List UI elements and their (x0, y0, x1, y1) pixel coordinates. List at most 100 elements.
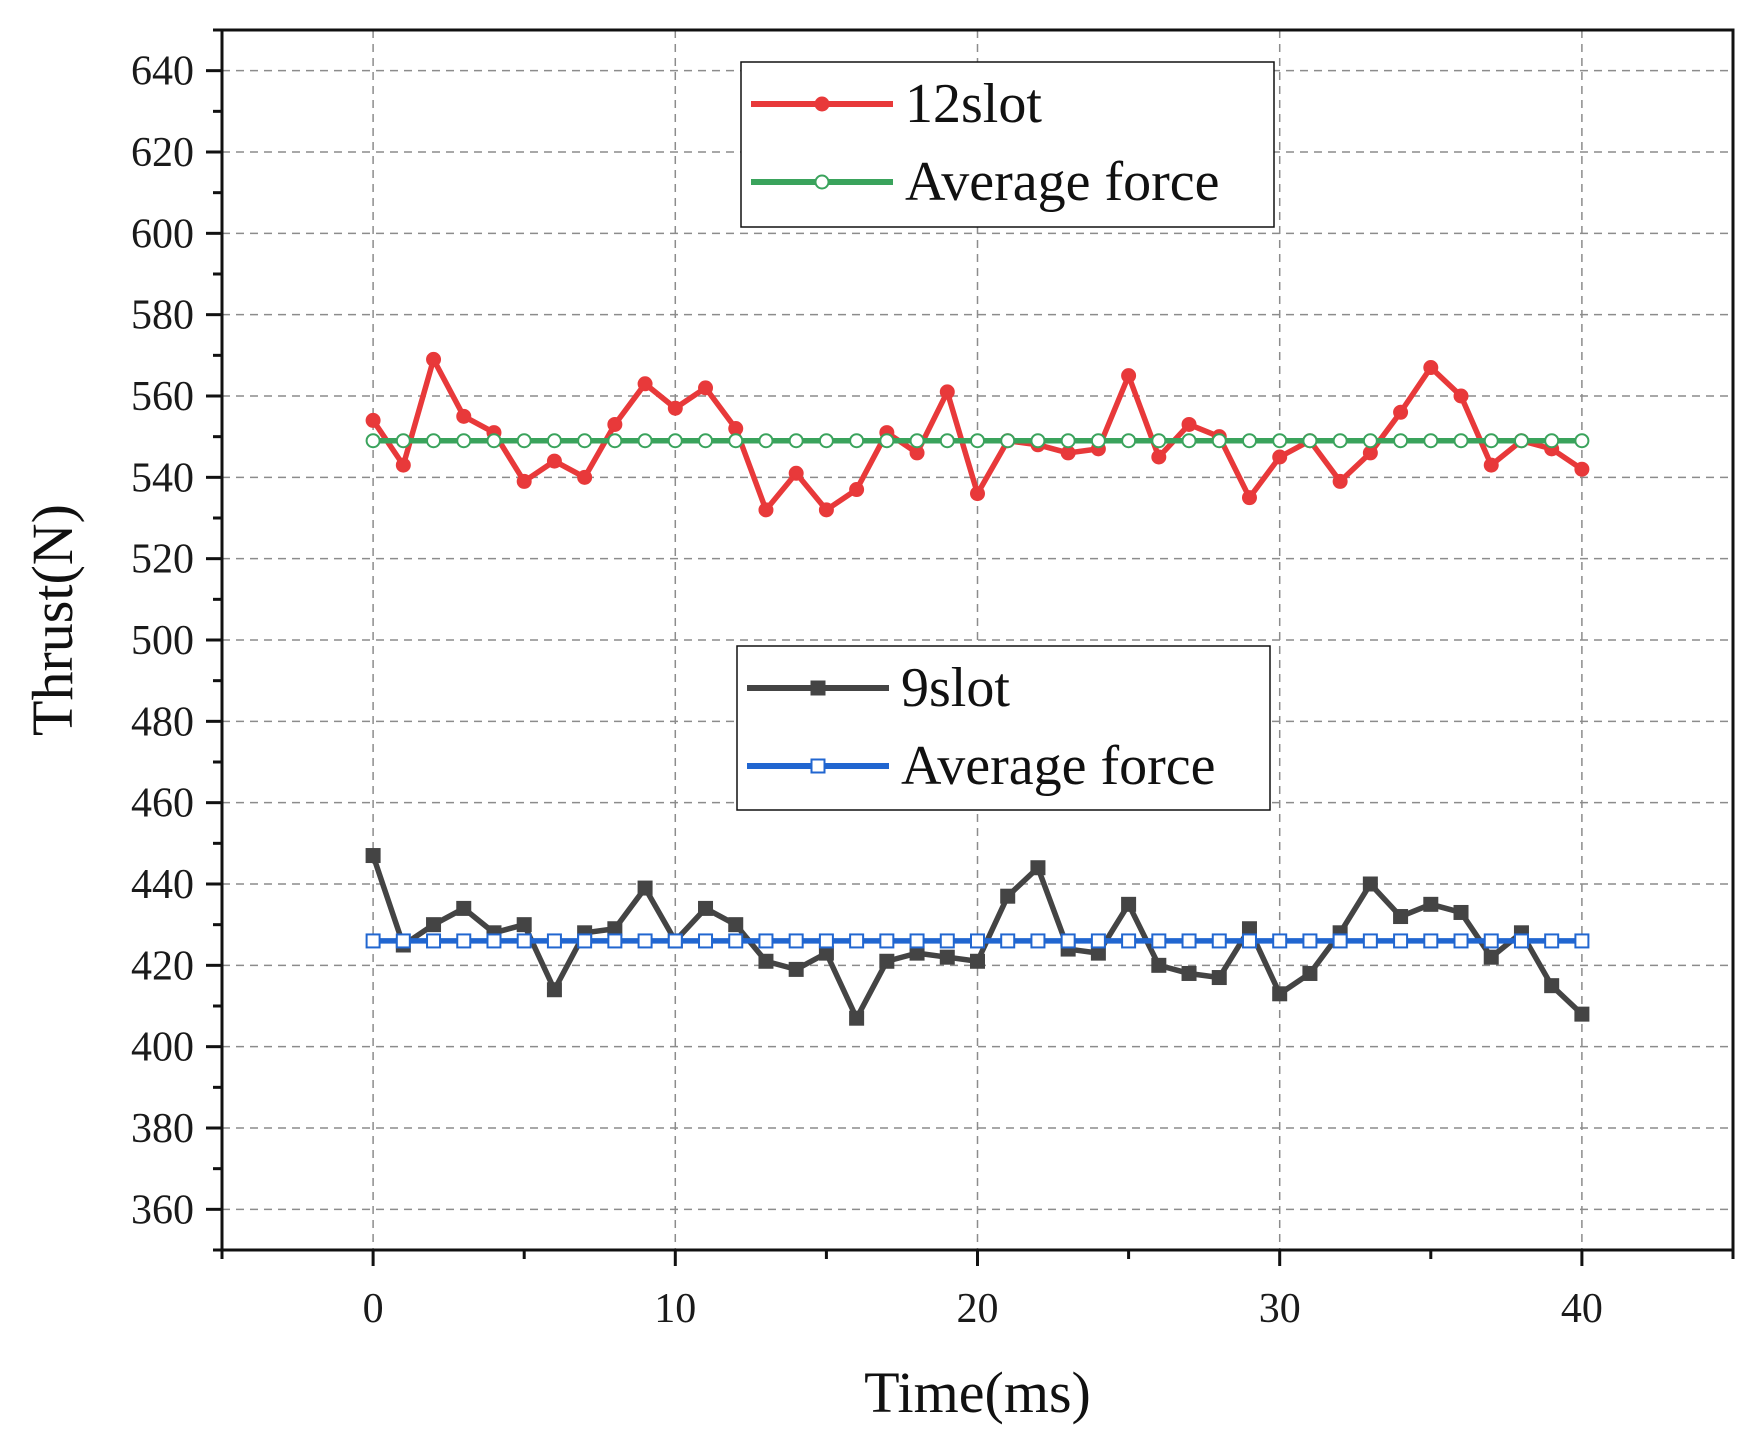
data-point (577, 433, 593, 449)
data-point (395, 933, 411, 949)
data-point (1574, 433, 1590, 449)
data-point (818, 945, 834, 961)
series-layer (365, 351, 1590, 1026)
data-point (818, 502, 834, 518)
legend-label: 12slot (905, 73, 1042, 135)
data-point (698, 380, 714, 396)
data-point (1181, 933, 1197, 949)
data-point (788, 961, 804, 977)
data-point (1211, 970, 1227, 986)
data-point (426, 917, 442, 933)
data-point (1272, 449, 1288, 465)
data-point (365, 433, 381, 449)
data-point (758, 502, 774, 518)
data-point (1272, 933, 1288, 949)
data-point (758, 953, 774, 969)
data-point (909, 933, 925, 949)
data-point (456, 933, 472, 949)
data-point (1151, 449, 1167, 465)
data-point (1272, 986, 1288, 1002)
data-point (1483, 433, 1499, 449)
data-point (1000, 433, 1016, 449)
data-point (698, 933, 714, 949)
data-point (970, 486, 985, 502)
legend-label: Average force (901, 735, 1216, 797)
data-point (1423, 433, 1439, 449)
data-point (849, 433, 865, 449)
data-point (1544, 933, 1560, 949)
data-point (607, 921, 623, 937)
data-point (1060, 445, 1076, 461)
data-point (1241, 921, 1257, 937)
data-point (939, 933, 955, 949)
data-point (486, 433, 502, 449)
data-point (395, 433, 411, 449)
y-tick-label: 500 (131, 618, 194, 664)
data-point (1393, 933, 1409, 949)
data-point (1302, 933, 1318, 949)
data-point (1060, 933, 1076, 949)
data-point (849, 933, 865, 949)
legend-label: Average force (905, 151, 1220, 213)
legends: 12slot Average force 9slot Average force (736, 61, 1275, 811)
data-point (1000, 933, 1016, 949)
data-point (456, 408, 472, 424)
data-point (970, 933, 985, 949)
data-point (758, 933, 774, 949)
data-point (1513, 433, 1529, 449)
data-point (1483, 933, 1499, 949)
data-point (1574, 1006, 1590, 1022)
data-point (728, 433, 744, 449)
y-tick-label: 480 (131, 699, 194, 745)
data-point (909, 445, 925, 461)
data-point (1544, 433, 1560, 449)
data-point (516, 933, 532, 949)
data-point (365, 848, 381, 864)
data-point (1211, 433, 1227, 449)
data-point (1362, 933, 1378, 949)
data-point (1181, 416, 1197, 432)
data-point (1453, 388, 1469, 404)
data-point (667, 400, 683, 416)
data-point (1393, 433, 1409, 449)
y-axis-title: Thrust(N) (20, 504, 85, 736)
data-point (1211, 933, 1227, 949)
data-point (1574, 461, 1590, 477)
x-tick-label: 10 (654, 1286, 696, 1332)
y-tick-label: 400 (131, 1025, 194, 1071)
data-point (728, 421, 744, 437)
data-point (788, 433, 804, 449)
data-point (1302, 965, 1318, 981)
data-point (607, 433, 623, 449)
data-point (1423, 360, 1439, 376)
data-point (637, 376, 653, 392)
data-point (1393, 909, 1409, 925)
y-tick-label: 580 (131, 293, 194, 339)
data-point (607, 933, 623, 949)
data-point (728, 917, 744, 933)
data-point (1241, 933, 1257, 949)
data-point (939, 949, 955, 965)
series-1 (365, 433, 1590, 449)
data-point (365, 933, 381, 949)
data-point (516, 433, 532, 449)
data-point (1030, 860, 1046, 876)
axes: 3603804004204404604805005205405605806006… (131, 28, 1735, 1332)
data-point (1272, 433, 1288, 449)
legend-frame (736, 645, 1271, 811)
data-point (1453, 933, 1469, 949)
data-point (788, 933, 804, 949)
y-tick-label: 460 (131, 781, 194, 827)
x-tick-label: 20 (957, 1286, 999, 1332)
data-point (546, 933, 562, 949)
data-point (879, 953, 895, 969)
data-point (546, 433, 562, 449)
y-tick-label: 620 (131, 130, 194, 176)
data-point (637, 933, 653, 949)
data-point (1362, 445, 1378, 461)
data-point (849, 482, 865, 498)
data-point (1241, 433, 1257, 449)
data-point (788, 465, 804, 481)
data-point (909, 433, 925, 449)
data-point (1544, 978, 1560, 994)
